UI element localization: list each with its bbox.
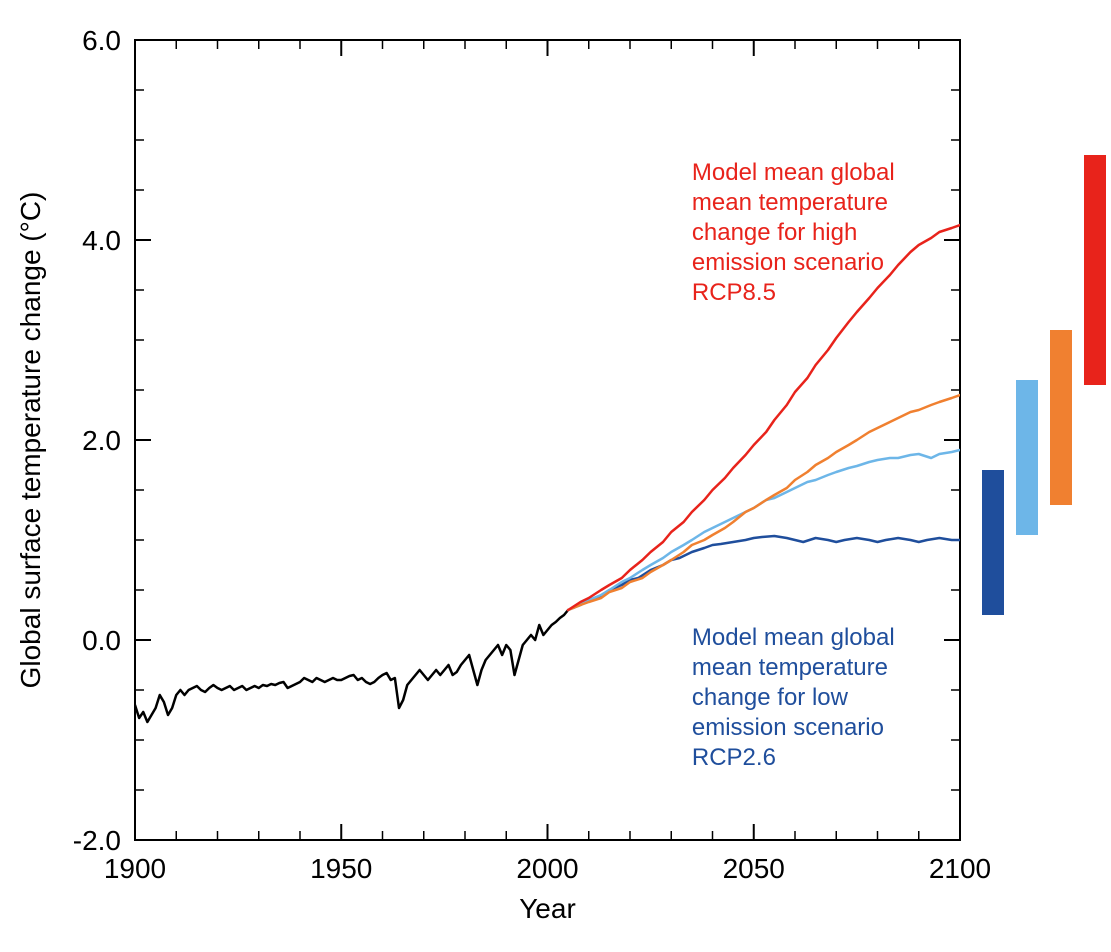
y-tick-label: 4.0 [82, 225, 121, 256]
y-axis-label: Global surface temperature change (°C) [15, 192, 46, 689]
rcp60-range [1050, 330, 1072, 505]
annotation-line: emission scenario [692, 249, 884, 276]
annotation-line: Model mean global [692, 159, 895, 186]
rcp45-range [1016, 380, 1038, 535]
x-tick-label: 2100 [929, 853, 991, 884]
y-tick-label: 2.0 [82, 425, 121, 456]
temperature-projection-chart: 1900 1950 2000 2050 2100 Year -2.0 0.0 2.0 4.0 6.0… [0, 0, 1111, 952]
x-axis-label: Year [519, 893, 576, 924]
rcp85-range [1084, 155, 1106, 385]
annotation-line: RCP2.6 [692, 744, 776, 771]
annotation-line: mean temperature [692, 189, 888, 216]
annotation-line: Model mean global [692, 624, 895, 651]
x-tick-label: 1950 [310, 853, 372, 884]
y-tick-label: 0.0 [82, 625, 121, 656]
y-tick-label: -2.0 [73, 825, 121, 856]
annotation-line: change for low [692, 684, 849, 711]
y-tick-label: 6.0 [82, 25, 121, 56]
x-tick-label: 1900 [104, 853, 166, 884]
annotation-line: emission scenario [692, 714, 884, 741]
annotation-line: change for high [692, 219, 857, 246]
x-tick-label: 2050 [723, 853, 785, 884]
annotation-line: mean temperature [692, 654, 888, 681]
rcp26-range [982, 470, 1004, 615]
chart-container: 1900 1950 2000 2050 2100 Year -2.0 0.0 2.0 4.0 6.0… [0, 0, 1111, 952]
annotation-line: RCP8.5 [692, 279, 776, 306]
x-tick-label: 2000 [516, 853, 578, 884]
